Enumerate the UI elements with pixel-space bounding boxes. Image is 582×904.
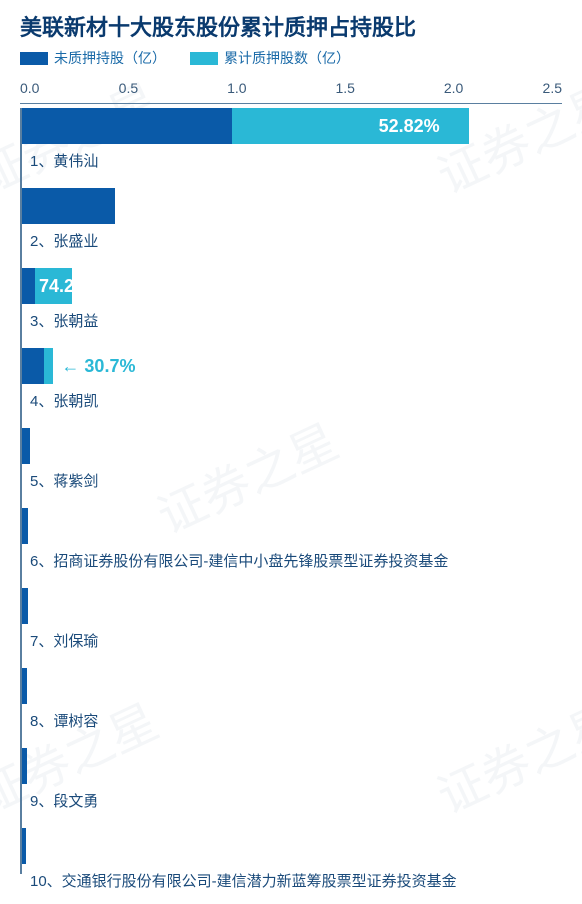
row-label: 2、张盛业 [22, 230, 562, 251]
axis-tick: 1.5 [335, 80, 354, 96]
bar-unpledged [22, 188, 115, 224]
row-label: 4、张朝凯 [22, 390, 562, 411]
chart-area: 0.0 0.5 1.0 1.5 2.0 2.5 52.82% 1、黄伟汕 2、张盛业 74.2%… [20, 80, 562, 870]
bar-unpledged [22, 428, 30, 464]
bar-unpledged [22, 588, 28, 624]
bar-unpledged [22, 268, 35, 304]
chart-legend: 未质押持股（亿） 累计质押股数（亿） [20, 48, 562, 68]
chart-row: ← 30.7% 4、张朝凯 [22, 348, 562, 424]
chart-row: 7、刘保瑜 [22, 588, 562, 664]
row-label: 8、谭树容 [22, 710, 562, 731]
axis-tick: 2.5 [543, 80, 562, 96]
bar-wrap [22, 428, 562, 464]
bar-wrap [22, 588, 562, 624]
chart-row: 8、谭树容 [22, 668, 562, 744]
bar-unpledged [22, 668, 27, 704]
row-label: 10、交通银行股份有限公司-建信潜力新蓝筹股票型证券投资基金 [22, 870, 562, 891]
axis-tick: 0.0 [20, 80, 39, 96]
row-label: 9、段文勇 [22, 790, 562, 811]
legend-label-pledged: 累计质押股数（亿） [224, 48, 350, 68]
legend-swatch-unpledged [20, 52, 48, 65]
bar-unpledged [22, 748, 27, 784]
bar-wrap [22, 828, 562, 864]
axis-tick: 0.5 [119, 80, 138, 96]
chart-row: 6、招商证券股份有限公司-建信中小盘先锋股票型证券投资基金 [22, 508, 562, 584]
chart-row: 10、交通银行股份有限公司-建信潜力新蓝筹股票型证券投资基金 [22, 828, 562, 904]
row-label: 1、黄伟汕 [22, 150, 562, 171]
axis-tick: 1.0 [227, 80, 246, 96]
row-label: 5、蒋紫剑 [22, 470, 562, 491]
pct-label: 74.2% [39, 268, 90, 304]
legend-label-unpledged: 未质押持股（亿） [54, 48, 166, 68]
bar-unpledged [22, 108, 232, 144]
row-label: 6、招商证券股份有限公司-建信中小盘先锋股票型证券投资基金 [22, 550, 562, 571]
pct-label: 52.82% [379, 108, 440, 144]
bar-wrap [22, 188, 562, 224]
bar-pledged [44, 348, 54, 384]
chart-row: 74.2% 3、张朝益 [22, 268, 562, 344]
chart-row: 52.82% 1、黄伟汕 [22, 108, 562, 184]
bar-wrap [22, 748, 562, 784]
bar-unpledged [22, 508, 28, 544]
bar-unpledged [22, 348, 44, 384]
row-label: 3、张朝益 [22, 310, 562, 331]
bar-wrap: ← 30.7% [22, 348, 562, 384]
pct-label: ← 30.7% [61, 348, 135, 384]
x-axis: 0.0 0.5 1.0 1.5 2.0 2.5 [20, 80, 562, 104]
chart-row: 5、蒋紫剑 [22, 428, 562, 504]
chart-plot: 52.82% 1、黄伟汕 2、张盛业 74.2% 3、张朝益 ← 30.7% 4、张朝凯 5、… [20, 108, 562, 874]
legend-item-pledged: 累计质押股数（亿） [190, 48, 350, 68]
bar-wrap: 74.2% [22, 268, 562, 304]
chart-header: 美联新材十大股东股份累计质押占持股比 未质押持股（亿） 累计质押股数（亿） [0, 0, 582, 72]
row-label: 7、刘保瑜 [22, 630, 562, 651]
bar-wrap [22, 668, 562, 704]
bar-wrap [22, 508, 562, 544]
legend-swatch-pledged [190, 52, 218, 65]
axis-tick: 2.0 [444, 80, 463, 96]
legend-item-unpledged: 未质押持股（亿） [20, 48, 166, 68]
chart-row: 2、张盛业 [22, 188, 562, 264]
bar-wrap: 52.82% [22, 108, 562, 144]
chart-row: 9、段文勇 [22, 748, 562, 824]
bar-unpledged [22, 828, 26, 864]
chart-title: 美联新材十大股东股份累计质押占持股比 [20, 10, 562, 42]
